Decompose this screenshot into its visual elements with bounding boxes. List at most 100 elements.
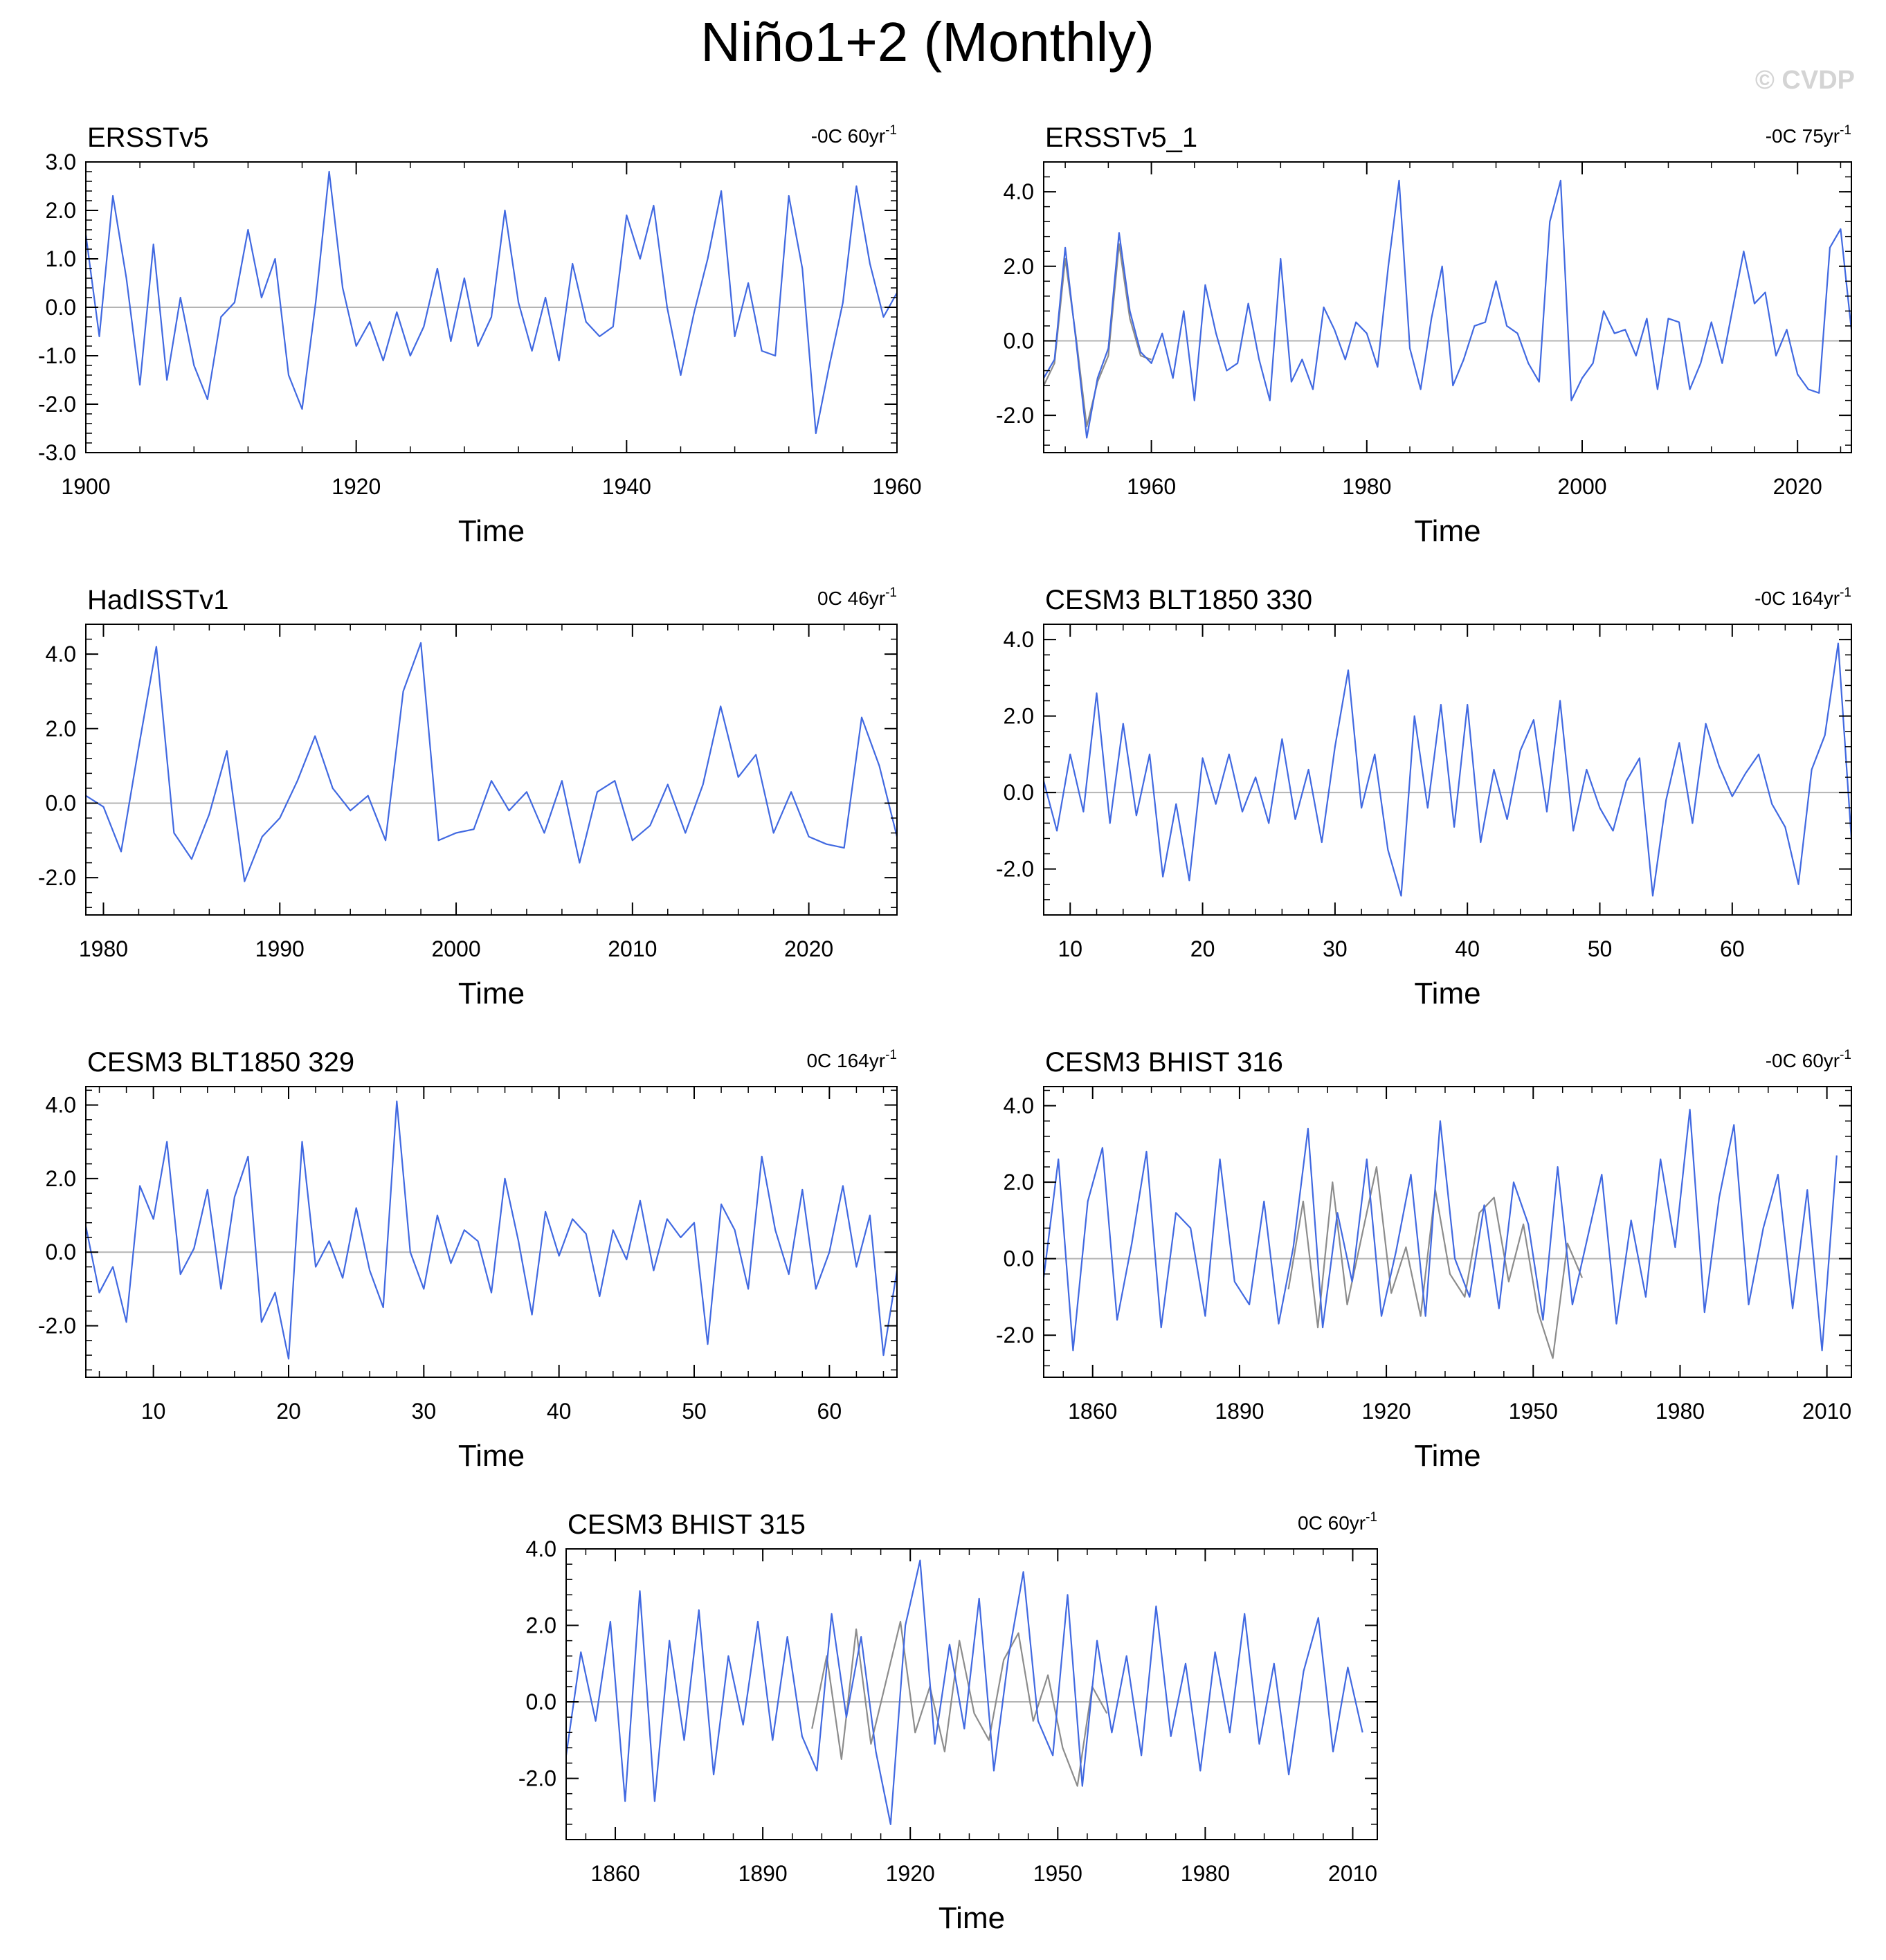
y-tick-label: -2.0 (996, 1323, 1034, 1348)
y-tick-label: -2.0 (38, 1314, 76, 1339)
y-tick-label: 4.0 (46, 642, 76, 666)
y-tick-label: 0.0 (1004, 328, 1034, 353)
series-line (86, 642, 897, 882)
x-tick-label: 1920 (1361, 1399, 1411, 1424)
chart-panel: 1860 1890 1920 1950 1980 2010 -2.0 0.0 2.0 4.0 CES… (996, 1047, 1852, 1473)
y-tick-label: 0.0 (526, 1689, 556, 1714)
x-tick-label: 60 (1720, 936, 1745, 961)
panel-title: CESM3 BHIST 315 (568, 1509, 806, 1540)
x-tick-label: 2020 (784, 936, 833, 961)
y-tick-label: 0.0 (1004, 1246, 1034, 1271)
y-tick-label: -1.0 (38, 343, 76, 368)
plot-frame (1043, 1086, 1852, 1378)
series-line (566, 1559, 1363, 1825)
y-tick-label: 0.0 (1004, 780, 1034, 805)
trend-label: -0C 75yr-1 (1766, 123, 1851, 147)
x-axis-label: Time (458, 1439, 525, 1473)
x-tick-label: 20 (276, 1399, 301, 1424)
x-tick-label: 50 (682, 1399, 707, 1424)
x-tick-label: 20 (1190, 936, 1215, 961)
x-tick-label: 30 (1323, 936, 1348, 961)
x-tick-label: 60 (817, 1399, 842, 1424)
trend-label: -0C 164yr-1 (1754, 586, 1851, 609)
watermark: © CVDP (1755, 66, 1855, 95)
y-tick-label: 0.0 (46, 1240, 76, 1264)
y-tick-label: 0.0 (46, 790, 76, 815)
plot-frame (85, 624, 898, 916)
plot-frame (1043, 161, 1852, 453)
x-tick-label: 1940 (602, 474, 651, 499)
trend-label: -0C 60yr-1 (811, 123, 897, 147)
x-tick-label: 1950 (1509, 1399, 1558, 1424)
y-tick-label: 4.0 (1004, 627, 1034, 652)
y-tick-label: 2.0 (46, 1166, 76, 1191)
series-line (86, 1100, 897, 1360)
trend-label: 0C 60yr-1 (1298, 1510, 1377, 1534)
y-tick-label: 2.0 (46, 198, 76, 223)
x-tick-label: 2000 (1557, 474, 1606, 499)
y-tick-label: 1.0 (46, 246, 76, 271)
plot-frame (1043, 624, 1852, 916)
series-line (1044, 642, 1851, 897)
x-tick-label: 1950 (1033, 1861, 1082, 1886)
x-tick-label: 1980 (1656, 1399, 1705, 1424)
trend-label: 0C 164yr-1 (806, 1048, 897, 1071)
plot-frame (565, 1548, 1378, 1840)
panel-title: CESM3 BHIST 316 (1045, 1047, 1283, 1078)
chart-panel: 1980 1990 2000 2010 2020 -2.0 0.0 2.0 4.0 HadISST… (38, 585, 898, 1010)
y-tick-label: 4.0 (526, 1536, 556, 1561)
chart-panel: 10 20 30 40 50 60 -2.0 0.0 2.0 4.0 CESM3 BLT1850 3… (996, 585, 1852, 1010)
x-tick-label: 1980 (79, 936, 128, 961)
series-line (1044, 179, 1851, 439)
y-tick-label: 2.0 (46, 716, 76, 741)
trend-label: 0C 46yr-1 (817, 586, 897, 609)
x-tick-label: 1960 (1127, 474, 1176, 499)
series-line (1044, 1109, 1838, 1352)
x-tick-label: 1980 (1342, 474, 1391, 499)
x-tick-label: 40 (1455, 936, 1480, 961)
y-tick-label: 2.0 (1004, 1170, 1034, 1195)
y-tick-label: 3.0 (46, 149, 76, 174)
y-tick-label: -2.0 (38, 392, 76, 417)
x-tick-label: 50 (1588, 936, 1613, 961)
observed-series-line (1044, 243, 1152, 428)
x-tick-label: 2010 (608, 936, 657, 961)
observed-series-line (811, 1620, 1108, 1787)
x-tick-label: 1890 (738, 1861, 788, 1886)
x-tick-label: 1990 (255, 936, 305, 961)
page-title: Niño1+2 (Monthly) (700, 11, 1154, 73)
chart-panel: 1860 1890 1920 1950 1980 2010 -2.0 0.0 2.0 4.0 CES… (518, 1509, 1378, 1935)
y-tick-label: -2.0 (996, 403, 1034, 428)
panel-title: CESM3 BLT1850 330 (1045, 585, 1312, 615)
trend-label: -0C 60yr-1 (1766, 1048, 1851, 1071)
x-tick-label: 1900 (61, 474, 110, 499)
panel-title: HadISSTv1 (87, 585, 229, 615)
y-tick-label: -2.0 (518, 1766, 556, 1791)
x-tick-label: 10 (1058, 936, 1082, 961)
y-tick-label: 0.0 (46, 295, 76, 320)
x-tick-label: 1890 (1215, 1399, 1264, 1424)
chart-panel: 10 20 30 40 50 60 -2.0 0.0 2.0 4.0 CESM3 BLT1850 3… (38, 1047, 898, 1473)
y-tick-label: -2.0 (38, 865, 76, 890)
x-tick-label: 1920 (886, 1861, 935, 1886)
y-tick-label: 2.0 (1004, 254, 1034, 279)
x-tick-label: 1860 (590, 1861, 640, 1886)
x-tick-label: 40 (547, 1399, 572, 1424)
x-tick-label: 2000 (431, 936, 480, 961)
x-tick-label: 1920 (332, 474, 381, 499)
x-axis-label: Time (1414, 977, 1480, 1010)
y-tick-label: -3.0 (38, 440, 76, 465)
x-axis-label: Time (1414, 1439, 1480, 1473)
x-axis-label: Time (1414, 514, 1480, 548)
x-tick-label: 2010 (1328, 1861, 1377, 1886)
y-tick-label: 4.0 (1004, 1094, 1034, 1118)
x-tick-label: 1980 (1181, 1861, 1230, 1886)
chart-panel: 1900 1920 1940 1960 -3.0 -2.0 -1.0 0.0 1.0 2.0 3.0… (38, 122, 922, 548)
y-tick-label: 2.0 (526, 1613, 556, 1638)
chart-panel: 1960 1980 2000 2020 -2.0 0.0 2.0 4.0 ERSSTv5_1 -0… (996, 122, 1852, 548)
panel-title: ERSSTv5_1 (1045, 122, 1197, 153)
y-tick-label: 2.0 (1004, 704, 1034, 729)
x-axis-label: Time (939, 1901, 1005, 1935)
